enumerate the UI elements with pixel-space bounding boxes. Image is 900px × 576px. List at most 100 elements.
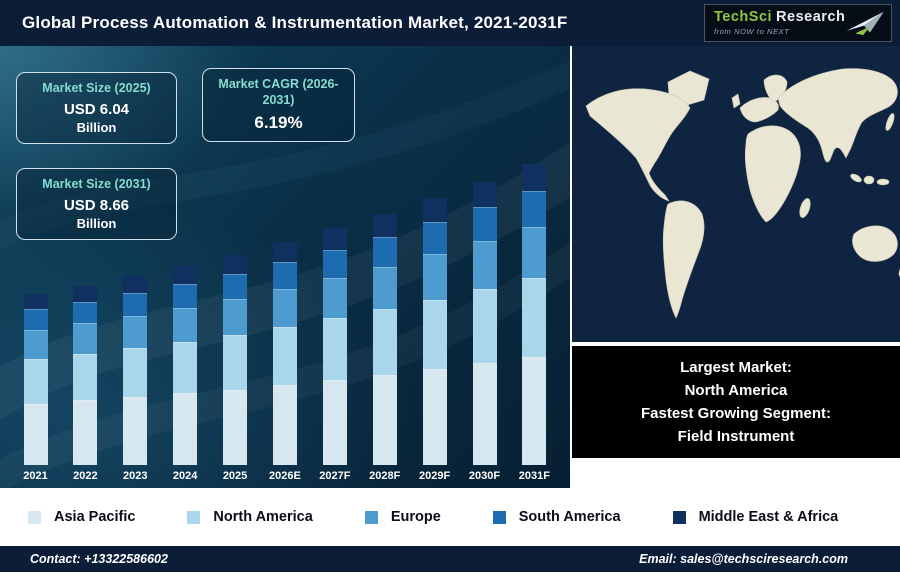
chart-panel: Market Size (2025) USD 6.04 Billion Mark… bbox=[0, 46, 570, 488]
bar-category-label: 2028F bbox=[369, 470, 401, 482]
bar-segment-middle-east-africa bbox=[372, 213, 397, 237]
bar-category-label: 2024 bbox=[172, 470, 198, 482]
bar-stack bbox=[372, 213, 397, 465]
bar-segment-asia-pacific bbox=[272, 384, 297, 465]
logo-brand: TechSci Research bbox=[714, 8, 846, 26]
stat-unit: Billion bbox=[76, 119, 117, 135]
world-map bbox=[572, 46, 900, 342]
bar-segment-north-america bbox=[23, 359, 48, 404]
bar-segment-europe bbox=[23, 329, 48, 359]
bar-stack bbox=[73, 285, 98, 465]
bar-column-2026E: 2026E bbox=[261, 242, 308, 482]
island-sumatra bbox=[850, 173, 862, 183]
bar-segment-middle-east-africa bbox=[272, 242, 297, 263]
bar-column-2021: 2021 bbox=[12, 294, 59, 482]
bar-segment-south-america bbox=[272, 262, 297, 289]
bar-segment-europe bbox=[372, 266, 397, 310]
continent-africa bbox=[744, 125, 801, 223]
logo-tagline: from NOW to NEXT bbox=[714, 26, 790, 36]
bar-segment-south-america bbox=[322, 249, 347, 279]
bar-segment-south-america bbox=[23, 309, 48, 330]
bar-stack bbox=[322, 228, 347, 465]
bar-segment-north-america bbox=[422, 299, 447, 370]
stat-unit: Billion bbox=[76, 215, 117, 231]
bar-segment-north-america bbox=[73, 353, 98, 401]
legend-swatch bbox=[672, 510, 686, 524]
bar-column-2031F: 2031F bbox=[511, 164, 558, 482]
bar-category-label: 2023 bbox=[123, 470, 148, 482]
bar-segment-europe bbox=[322, 278, 347, 319]
bar-segment-middle-east-africa bbox=[123, 275, 148, 294]
bar-category-label: 2031F bbox=[518, 470, 550, 482]
bar-segment-europe bbox=[522, 227, 547, 279]
legend: Asia Pacific North America Europe South Ame… bbox=[0, 488, 900, 546]
bar-column-2024: 2024 bbox=[162, 265, 209, 482]
logo-brand-secondary: Research bbox=[776, 8, 846, 25]
continent-asia bbox=[777, 68, 898, 163]
bar-chart: 2021 2022 2023 2024 2025 2026E 2027F 2028F 2029F… bbox=[12, 164, 558, 482]
stat-box-market-cagr: Market CAGR (2026-2031) 6.19% bbox=[202, 68, 355, 143]
bar-segment-europe bbox=[173, 307, 198, 342]
footer-contact: Contact: +13322586602 bbox=[30, 552, 168, 566]
bar-column-2027F: 2027F bbox=[311, 228, 358, 482]
bar-category-label: 2027F bbox=[319, 470, 351, 482]
bar-segment-north-america bbox=[123, 347, 148, 397]
bar-segment-south-america bbox=[472, 207, 497, 242]
footer: Contact: +13322586602 Email: sales@techs… bbox=[0, 546, 900, 572]
legend-swatch bbox=[28, 510, 41, 524]
island-uk bbox=[731, 93, 741, 109]
bar-segment-asia-pacific bbox=[522, 356, 547, 465]
logo-brand-primary: TechSci bbox=[714, 8, 773, 25]
bar-segment-asia-pacific bbox=[123, 396, 148, 465]
stat-label: Market Size (2031) bbox=[42, 177, 151, 191]
bar-segment-europe bbox=[123, 315, 148, 348]
stat-label: Market Size (2025) bbox=[42, 81, 151, 95]
bar-segment-middle-east-africa bbox=[223, 255, 248, 275]
bar-segment-north-america bbox=[272, 326, 297, 385]
bar-segment-europe bbox=[223, 299, 248, 336]
bar-segment-asia-pacific bbox=[223, 389, 248, 465]
bar-segment-europe bbox=[422, 254, 447, 300]
legend-item-europe: Europe bbox=[364, 509, 441, 525]
island-japan bbox=[885, 113, 895, 131]
bar-segment-south-america bbox=[522, 191, 547, 228]
bar-column-2030F: 2030F bbox=[461, 181, 508, 482]
bar-segment-asia-pacific bbox=[472, 362, 497, 465]
bar-stack bbox=[223, 255, 248, 465]
continent-north-america bbox=[585, 88, 691, 202]
bar-segment-south-america bbox=[422, 222, 447, 255]
bar-column-2028F: 2028F bbox=[361, 213, 408, 482]
bar-segment-north-america bbox=[322, 318, 347, 380]
continent-south-america bbox=[662, 200, 705, 319]
bar-category-label: 2030F bbox=[468, 470, 501, 482]
legend-swatch bbox=[187, 510, 201, 524]
legend-label: North America bbox=[213, 509, 313, 525]
bar-segment-south-america bbox=[123, 293, 148, 316]
bar-segment-asia-pacific bbox=[173, 393, 198, 465]
bar-segment-asia-pacific bbox=[23, 403, 48, 465]
legend-swatch bbox=[492, 510, 506, 524]
bar-segment-asia-pacific bbox=[73, 400, 98, 465]
stat-box-market-size-2025: Market Size (2025) USD 6.04 Billion bbox=[16, 72, 177, 144]
bar-stack bbox=[272, 242, 297, 465]
bar-stack bbox=[23, 294, 48, 465]
world-map-panel bbox=[572, 46, 900, 342]
callout-line: Fastest Growing Segment: bbox=[640, 405, 832, 422]
bar-segment-south-america bbox=[372, 236, 397, 267]
callout-line: North America bbox=[684, 381, 788, 399]
bar-segment-europe bbox=[472, 241, 497, 290]
bar-category-label: 2022 bbox=[73, 470, 98, 482]
legend-item-asia-pacific: Asia Pacific bbox=[28, 509, 135, 525]
bar-column-2022: 2022 bbox=[62, 285, 109, 482]
page-title: Global Process Automation & Instrumentat… bbox=[22, 13, 568, 32]
bar-segment-asia-pacific bbox=[322, 379, 347, 465]
bar-segment-north-america bbox=[472, 289, 497, 363]
legend-swatch bbox=[364, 510, 378, 524]
bar-segment-europe bbox=[272, 288, 297, 327]
callout-line: Largest Market: bbox=[680, 358, 792, 376]
bar-segment-middle-east-africa bbox=[472, 181, 497, 208]
footer-email: Email: sales@techsciresearch.com bbox=[639, 552, 848, 566]
stat-value: USD 8.66 bbox=[63, 196, 130, 214]
bar-segment-north-america bbox=[223, 335, 248, 390]
